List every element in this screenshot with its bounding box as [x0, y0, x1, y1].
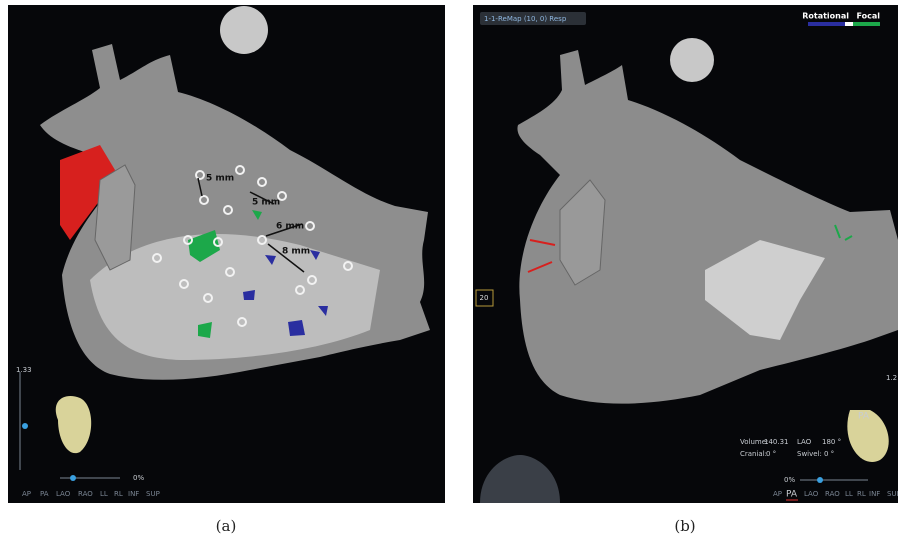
orientation: PA	[858, 412, 870, 422]
caption: (a)	[216, 517, 237, 535]
view-button[interactable]: PA	[40, 490, 49, 498]
slider-value: 0%	[784, 476, 795, 484]
view-button[interactable]: AP	[22, 490, 31, 498]
measurement: 5 mm	[252, 198, 280, 208]
view-button[interactable]: RAO	[825, 490, 840, 498]
map-selector[interactable]: 1-1-ReMap (10, 0) Resp	[484, 15, 567, 23]
view-button[interactable]: SUP	[146, 490, 160, 498]
view-button[interactable]: LAO	[804, 490, 819, 498]
stat-label: LAO	[797, 438, 812, 446]
view-button[interactable]: LL	[845, 490, 853, 498]
legend-label: Focal	[856, 12, 880, 21]
panel-a	[8, 5, 445, 503]
stat-value: 0 °	[766, 450, 776, 458]
stat-value: 0 °	[824, 450, 834, 458]
stat-value: 180 °	[822, 438, 841, 446]
view-button[interactable]: RL	[114, 490, 123, 498]
spinner-value[interactable]: 20	[480, 294, 489, 302]
view-button[interactable]: INF	[869, 490, 880, 498]
view-button[interactable]: SUP	[887, 490, 898, 498]
zoom-label: 1.33	[16, 366, 32, 374]
view-button[interactable]: RL	[857, 490, 866, 498]
measurement: 6 mm	[276, 222, 304, 232]
view-button[interactable]: AP	[773, 490, 782, 498]
view-button[interactable]: LL	[100, 490, 108, 498]
stat-value: 140.31	[764, 438, 789, 446]
view-button[interactable]: RAO	[78, 490, 93, 498]
view-button[interactable]: PA	[786, 490, 798, 500]
stat-label: Cranial:	[740, 450, 767, 458]
view-button[interactable]: LAO	[56, 490, 71, 498]
measurement: 5 mm	[206, 174, 234, 184]
view-button[interactable]: INF	[128, 490, 139, 498]
zoom-label: 1.2	[886, 374, 897, 382]
slider-value: 0%	[133, 474, 144, 482]
stat-label: Swivel:	[797, 450, 822, 458]
panel-b	[473, 5, 898, 503]
legend-label: Rotational	[802, 12, 849, 21]
measurement: 8 mm	[282, 247, 310, 257]
caption: (b)	[674, 517, 695, 535]
stat-label: Volume:	[740, 438, 768, 446]
